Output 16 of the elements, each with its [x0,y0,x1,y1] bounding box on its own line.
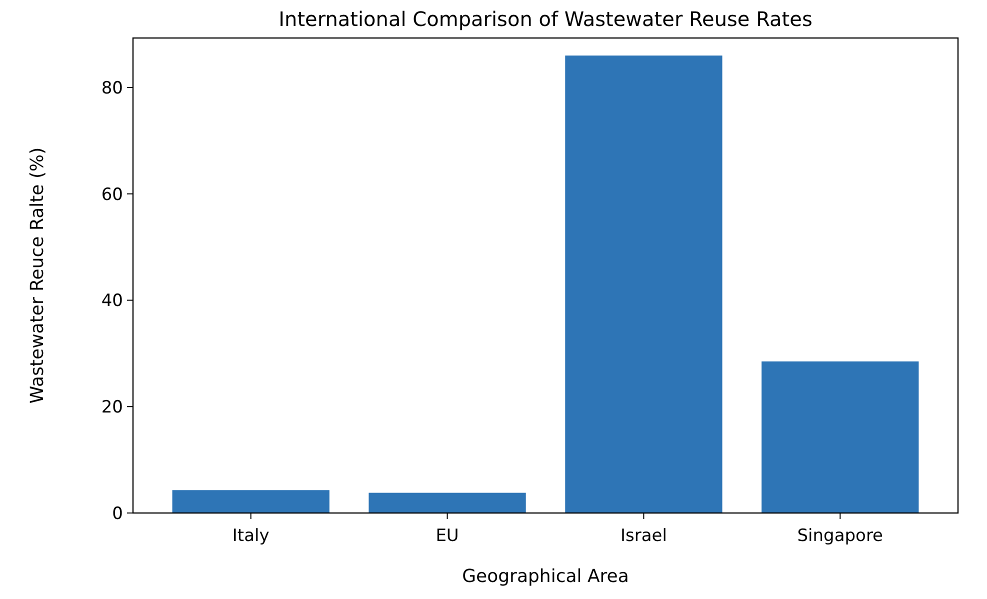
bar [565,56,722,513]
bar [172,490,330,513]
x-tick-label: Singapore [797,526,884,546]
bar [762,361,919,513]
y-axis-title: Wastewater Reuce Ralte (%) [27,147,48,404]
y-tick-label: 20 [101,398,123,418]
x-tick-label: Italy [232,526,270,546]
y-tick-label: 80 [101,78,123,98]
x-tick-label: Israel [620,526,667,546]
bar [368,492,526,513]
y-tick-label: 40 [101,291,123,312]
chart-title: International Comparison of Wastewater Reuse Rates [278,7,812,31]
y-tick-label: 0 [112,504,123,524]
x-tick-label: EU [436,526,459,546]
y-tick-label: 60 [101,184,123,205]
x-axis-title: Geographical Area [462,566,629,587]
